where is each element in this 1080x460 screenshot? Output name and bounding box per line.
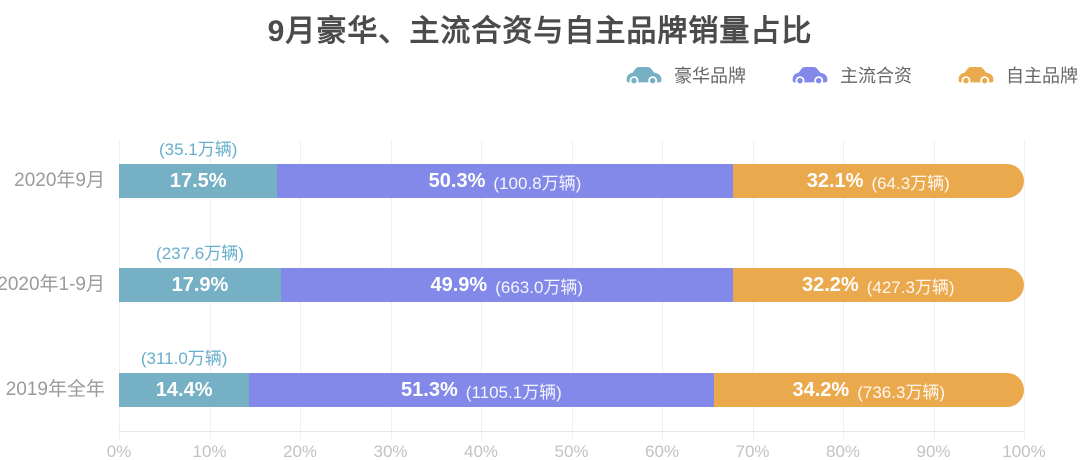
segment-volume: (663.0万辆) [495, 277, 584, 297]
gridline [1024, 141, 1025, 439]
bar-segment-domestic: 34.2% (736.3万辆) [713, 373, 1024, 407]
chart-title: 9月豪华、主流合资与自主品牌销量占比 [267, 15, 813, 48]
x-tick-label: 90% [916, 442, 951, 460]
legend-item-luxury: 豪华品牌 [624, 62, 746, 88]
bar-row-2020-09: 2020年9月 (35.1万辆) 17.5% 50.3% (100.8万辆) 3… [14, 140, 1024, 198]
x-tick-label: 20% [282, 442, 318, 460]
segment-percent: 32.1% [806, 169, 864, 192]
car-icon [624, 63, 664, 87]
x-tick-label: 60% [644, 442, 680, 460]
stacked-bar: 17.5% 50.3% (100.8万辆) 32.1% (64.3万辆) [119, 164, 1024, 198]
segment-percent: 51.3% [401, 378, 458, 401]
segment-volume: (100.8万辆) [493, 173, 582, 193]
x-tick-label: 0% [106, 442, 132, 460]
x-tick-label: 50% [554, 442, 589, 460]
segment-volume: (427.3万辆) [866, 277, 955, 297]
x-tick-label: 10% [192, 442, 227, 460]
segment-volume: (1105.1万辆) [465, 382, 562, 402]
x-tick-label: 30% [373, 442, 408, 460]
bar-segment-luxury: 14.4% [119, 373, 250, 407]
legend-item-mainstream: 主流合资 [790, 62, 912, 88]
bar-segment-mainstream: 49.9% (663.0万辆) [280, 268, 733, 302]
legend-label: 主流合资 [840, 66, 912, 86]
bar-segment-domestic: 32.1% (64.3万辆) [732, 164, 1024, 198]
legend-item-domestic: 自主品牌 [956, 62, 1078, 88]
segment-percent: 17.5% [169, 169, 227, 192]
segment-percent: 17.9% [171, 273, 229, 296]
legend: 豪华品牌 主流合资 自主品牌 [624, 62, 1078, 88]
volume-annotation: (35.1万辆) [158, 140, 238, 159]
bar-segment-mainstream: 50.3% (100.8万辆) [277, 164, 733, 198]
segment-percent: 49.9% [430, 273, 488, 296]
stacked-bar: 17.9% 49.9% (663.0万辆) 32.2% (427.3万辆) [119, 268, 1024, 302]
x-tick-label: 80% [825, 442, 861, 460]
x-tick-label: 100% [1002, 442, 1046, 460]
volume-annotation: (311.0万辆) [140, 349, 228, 368]
x-tick-label: 70% [735, 442, 770, 460]
bar-segment-luxury: 17.5% [119, 164, 278, 198]
category-label: 2020年1-9月 [0, 274, 105, 295]
x-axis-line [119, 431, 1024, 432]
bar-segment-luxury: 17.9% [119, 268, 281, 302]
car-icon [956, 63, 996, 87]
segment-volume: (64.3万辆) [871, 173, 950, 193]
legend-label: 自主品牌 [1006, 66, 1078, 86]
segment-volume: (736.3万辆) [857, 382, 946, 402]
segment-percent: 50.3% [428, 169, 486, 192]
category-label: 2020年9月 [14, 170, 105, 191]
plot-area: 2020年9月 (35.1万辆) 17.5% 50.3% (100.8万辆) 3… [0, 140, 1046, 460]
x-tick-label: 40% [463, 442, 499, 460]
segment-percent: 32.2% [801, 273, 859, 296]
category-label: 2019年全年 [5, 379, 105, 400]
bar-row-2020-01-09: 2020年1-9月 (237.6万辆) 17.9% 49.9% (663.0万辆… [0, 244, 1024, 302]
segment-percent: 34.2% [792, 378, 850, 401]
car-icon [790, 63, 830, 87]
volume-annotation: (237.6万辆) [156, 244, 244, 263]
bar-segment-domestic: 32.2% (427.3万辆) [732, 268, 1024, 302]
bar-row-2019-full-year: 2019年全年 (311.0万辆) 14.4% 51.3% (1105.1万辆)… [6, 349, 1024, 407]
bar-segment-mainstream: 51.3% (1105.1万辆) [249, 373, 714, 407]
segment-percent: 14.4% [155, 378, 213, 401]
stacked-bar: 14.4% 51.3% (1105.1万辆) 34.2% (736.3万辆) [119, 373, 1024, 407]
legend-label: 豪华品牌 [674, 66, 746, 86]
